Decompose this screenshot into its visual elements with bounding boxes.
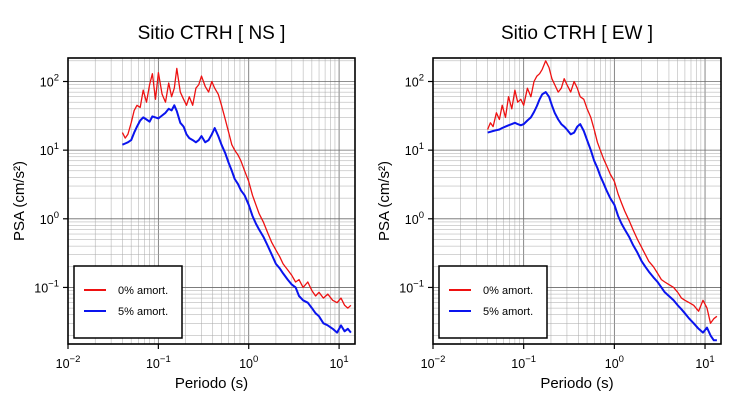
chart-title: Sitio CTRH [ NS ] xyxy=(138,23,286,44)
y-tick-exponent: 0 xyxy=(54,210,59,221)
y-tick-label: 100 xyxy=(405,210,424,227)
x-tick-base: 10 xyxy=(605,357,619,371)
y-tick-label: 101 xyxy=(40,141,59,158)
x-tick-label: 10−1 xyxy=(511,354,536,371)
x-tick-exponent: −1 xyxy=(160,354,171,365)
x-tick-exponent: 0 xyxy=(253,354,258,365)
y-tick-label: 10−1 xyxy=(34,278,59,295)
y-tick-base: 10 xyxy=(40,213,54,227)
legend-box xyxy=(73,265,183,339)
x-tick-label: 10−2 xyxy=(56,354,81,371)
legend-entry-label: 5% amort. xyxy=(118,306,168,318)
y-tick-base: 10 xyxy=(405,213,419,227)
x-tick-exponent: 0 xyxy=(619,354,624,365)
x-tick-exponent: 1 xyxy=(343,354,348,365)
axes-frame xyxy=(432,57,722,345)
legend: 0% amort. 5% amort. xyxy=(73,265,183,339)
x-tick-base: 10 xyxy=(146,357,160,371)
series-line-damping-0 xyxy=(487,60,718,324)
legend: 0% amort. 5% amort. xyxy=(438,265,548,339)
y-tick-base: 10 xyxy=(399,281,413,295)
x-tick-base: 10 xyxy=(695,357,709,371)
y-tick-label: 100 xyxy=(40,210,59,227)
y-tick-base: 10 xyxy=(40,144,54,158)
x-axis-label: Periodo (s) xyxy=(175,375,248,392)
y-tick-base: 10 xyxy=(405,76,419,90)
x-tick-base: 10 xyxy=(329,357,343,371)
y-tick-exponent: 1 xyxy=(419,141,424,152)
y-tick-exponent: −1 xyxy=(48,278,59,289)
y-tick-label: 102 xyxy=(405,73,424,90)
x-tick-base: 10 xyxy=(56,357,70,371)
y-tick-exponent: 2 xyxy=(419,73,424,84)
x-tick-label: 100 xyxy=(239,354,258,371)
x-tick-label: 10−1 xyxy=(146,354,171,371)
chart-title: Sitio CTRH [ EW ] xyxy=(501,23,653,44)
y-tick-label: 102 xyxy=(40,73,59,90)
y-tick-base: 10 xyxy=(405,144,419,158)
series-line-damping-0 xyxy=(121,67,352,309)
legend-entry-label: 5% amort. xyxy=(483,306,533,318)
x-axis-label: Periodo (s) xyxy=(540,375,613,392)
x-tick-exponent: 1 xyxy=(709,354,714,365)
y-tick-base: 10 xyxy=(34,281,48,295)
x-tick-base: 10 xyxy=(511,357,525,371)
y-tick-exponent: 2 xyxy=(54,73,59,84)
y-tick-label: 10−1 xyxy=(399,278,424,295)
y-tick-exponent: 1 xyxy=(54,141,59,152)
y-axis-label: PSA (cm/s²) xyxy=(376,161,393,241)
y-axis-label: PSA (cm/s²) xyxy=(11,161,28,241)
grid-lines xyxy=(67,58,355,344)
y-tick-base: 10 xyxy=(40,76,54,90)
legend-box xyxy=(438,265,548,339)
x-tick-base: 10 xyxy=(239,357,253,371)
x-tick-exponent: −2 xyxy=(435,354,446,365)
legend-entry-label: 0% amort. xyxy=(118,285,168,297)
axes-frame xyxy=(67,57,356,345)
x-tick-label: 101 xyxy=(329,354,348,371)
x-tick-exponent: −1 xyxy=(525,354,536,365)
x-tick-base: 10 xyxy=(421,357,435,371)
x-tick-label: 101 xyxy=(695,354,714,371)
series-line-damping-5 xyxy=(122,104,352,334)
x-tick-label: 10−2 xyxy=(421,354,446,371)
legend-entry-label: 0% amort. xyxy=(483,285,533,297)
y-tick-exponent: 0 xyxy=(419,210,424,221)
x-tick-label: 100 xyxy=(605,354,624,371)
y-tick-label: 101 xyxy=(405,141,424,158)
series-line-damping-5 xyxy=(487,91,717,342)
y-tick-exponent: −1 xyxy=(413,278,424,289)
x-tick-exponent: −2 xyxy=(70,354,81,365)
